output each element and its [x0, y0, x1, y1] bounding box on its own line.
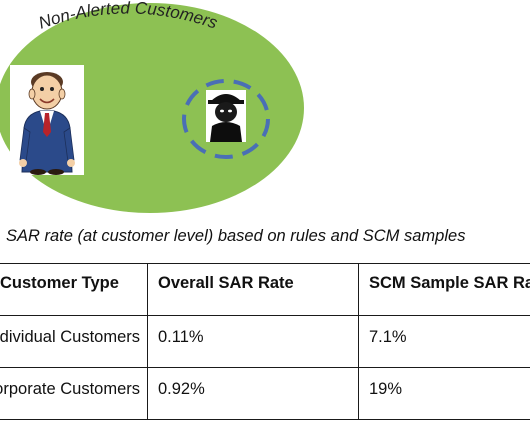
column-header-customer-type: Customer Type	[0, 263, 148, 316]
businessman-icon	[10, 65, 84, 175]
overall-sar-rate-cell: 0.92%	[147, 367, 359, 420]
suspicious-highlight-ring	[182, 79, 270, 159]
figure-caption: SAR rate (at customer level) based on ru…	[6, 227, 466, 245]
scm-sample-sar-rate-cell: 19%	[358, 367, 530, 420]
table-row: Individual Customers 0.11% 7.1%	[0, 315, 530, 368]
table-row: Corporate Customers 0.92% 19%	[0, 367, 530, 420]
table-header-row: Customer Type Overall SAR Rate SCM Sampl…	[0, 263, 530, 316]
scm-sample-sar-rate-cell: 7.1%	[358, 315, 530, 368]
customer-diagram: Non-Alerted Customers	[0, 0, 304, 213]
overall-sar-rate-cell: 0.11%	[147, 315, 359, 368]
sar-rate-table: Customer Type Overall SAR Rate SCM Sampl…	[0, 263, 530, 420]
masked-thief-icon	[206, 90, 246, 142]
column-header-scm-sample-sar-rate: SCM Sample SAR Rate	[358, 263, 530, 316]
customer-type-cell: Corporate Customers	[0, 367, 148, 420]
column-header-overall-sar-rate: Overall SAR Rate	[147, 263, 359, 316]
customer-type-cell: Individual Customers	[0, 315, 148, 368]
